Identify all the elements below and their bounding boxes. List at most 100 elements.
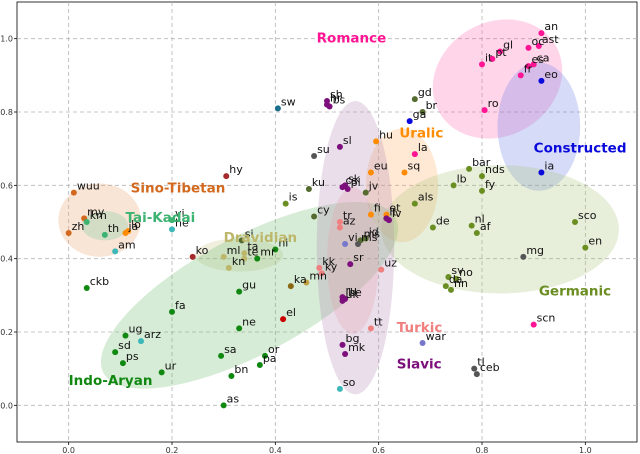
- point-label-am: am: [118, 238, 135, 251]
- data-point-sv: [445, 274, 452, 280]
- data-point-ps: [119, 360, 126, 367]
- group-label-turkic: Turkic: [397, 320, 443, 336]
- point-label-mk: mk: [348, 341, 366, 354]
- data-point-ca: [530, 61, 537, 68]
- point-label-or: or: [268, 343, 280, 356]
- data-point-sq: [401, 169, 408, 176]
- point-label-ml: ml: [227, 244, 241, 257]
- x-tick-label: 0.6: [372, 446, 385, 454]
- point-label-tl: tl: [477, 356, 484, 369]
- point-label-bg: bg: [346, 332, 360, 345]
- group-label-romance: Romance: [317, 30, 387, 46]
- point-label-de: de: [436, 215, 450, 228]
- grid-layer: [17, 2, 637, 442]
- data-point-mr: [254, 255, 261, 262]
- data-point-id: [362, 235, 369, 242]
- cluster-ellipse-sino-tibetan: [58, 183, 142, 257]
- point-label-vi: vi: [175, 207, 185, 220]
- data-point-lt: [383, 215, 390, 222]
- data-point-gl: [497, 48, 504, 55]
- point-label-oc: oc: [532, 35, 545, 48]
- data-point-km: [83, 219, 90, 225]
- data-point-bs: [326, 103, 333, 110]
- cluster-ellipse-indo-aryan: [100, 202, 399, 389]
- point-label-ceb: ceb: [480, 361, 500, 374]
- point-label-pa: pa: [263, 352, 277, 365]
- point-label-gl: gl: [503, 39, 513, 52]
- data-point-ur: [158, 369, 165, 376]
- data-point-sco: [572, 219, 578, 225]
- data-point-ceb: [473, 371, 480, 378]
- point-label-nl: nl: [475, 213, 485, 226]
- data-point-jv: [362, 189, 369, 196]
- point-label-tr: tr: [343, 209, 352, 222]
- point-label-eu: eu: [374, 160, 388, 173]
- data-point-nn: [448, 286, 454, 293]
- data-point-eu: [367, 169, 374, 176]
- data-point-fr: [517, 72, 524, 79]
- point-label-th: th: [108, 222, 119, 235]
- point-label-zh: zh: [72, 220, 85, 233]
- data-point-si: [238, 237, 245, 244]
- data-point-pt: [489, 55, 496, 62]
- point-label-nn: nn: [454, 277, 468, 290]
- point-label-nds: nds: [485, 163, 505, 176]
- point-label-sl: sl: [343, 134, 352, 147]
- point-label-it: it: [485, 51, 493, 64]
- data-point-pa: [256, 362, 263, 368]
- point-label-pt: pt: [495, 46, 507, 59]
- data-point-war: [419, 340, 426, 346]
- data-point-gu: [236, 288, 243, 295]
- point-label-km: km: [90, 209, 107, 222]
- cluster-ellipse-slavic: [316, 101, 395, 395]
- data-point-lb: [450, 182, 457, 189]
- data-point-sr: [347, 261, 354, 268]
- point-label-kn: kn: [232, 255, 245, 268]
- data-point-sa: [218, 352, 225, 359]
- data-point-als: [411, 200, 418, 207]
- data-point-mn: [303, 279, 310, 286]
- data-point-ja: [122, 230, 129, 236]
- data-point-fy: [479, 187, 485, 194]
- group-label-indo-aryan: Indo-Aryan: [69, 373, 153, 389]
- group-label-sino-tibetan: Sino-Tibetan: [131, 181, 226, 197]
- data-point-ast: [535, 43, 542, 49]
- data-point-nds: [479, 173, 485, 180]
- point-label-bar: bar: [472, 156, 491, 169]
- data-point-ku: [305, 186, 312, 192]
- point-label-ms: ms: [361, 231, 378, 244]
- point-label-pl: pl: [351, 176, 361, 189]
- data-point-kn: [225, 264, 232, 271]
- data-point-su: [311, 153, 318, 159]
- y-tick-label: 0.0: [0, 401, 13, 410]
- point-label-ky: ky: [325, 260, 338, 273]
- point-label-ne: ne: [242, 315, 256, 328]
- point-label-ja: ja: [128, 220, 139, 233]
- point-label-be: be: [348, 286, 362, 299]
- data-point-an: [538, 30, 545, 37]
- point-label-scn: scn: [537, 312, 556, 325]
- data-point-ko: [189, 253, 196, 260]
- point-label-bn: bn: [234, 363, 248, 376]
- point-label-eo: eo: [544, 68, 558, 81]
- data-point-ro: [481, 107, 488, 114]
- data-point-bg: [339, 341, 346, 348]
- point-label-wuu: wuu: [77, 180, 100, 193]
- point-label-war: war: [426, 330, 447, 343]
- data-point-nl: [468, 222, 475, 229]
- data-point-sl: [336, 143, 343, 150]
- point-label-es: es: [532, 53, 545, 66]
- cluster-ellipse-dravidian: [195, 238, 284, 272]
- group-label-germanic: Germanic: [539, 283, 611, 299]
- point-label-te: te: [247, 246, 258, 259]
- point-label-ps: ps: [126, 350, 139, 363]
- point-label-et: et: [389, 202, 401, 215]
- point-label-lt: lt: [389, 205, 397, 218]
- data-point-no: [453, 275, 460, 282]
- data-point-so: [336, 385, 343, 392]
- cluster-ellipse-tai-kadai: [81, 211, 129, 241]
- point-label-da: da: [449, 273, 463, 286]
- point-label-als: als: [418, 191, 434, 204]
- point-label-hi: hi: [278, 237, 288, 250]
